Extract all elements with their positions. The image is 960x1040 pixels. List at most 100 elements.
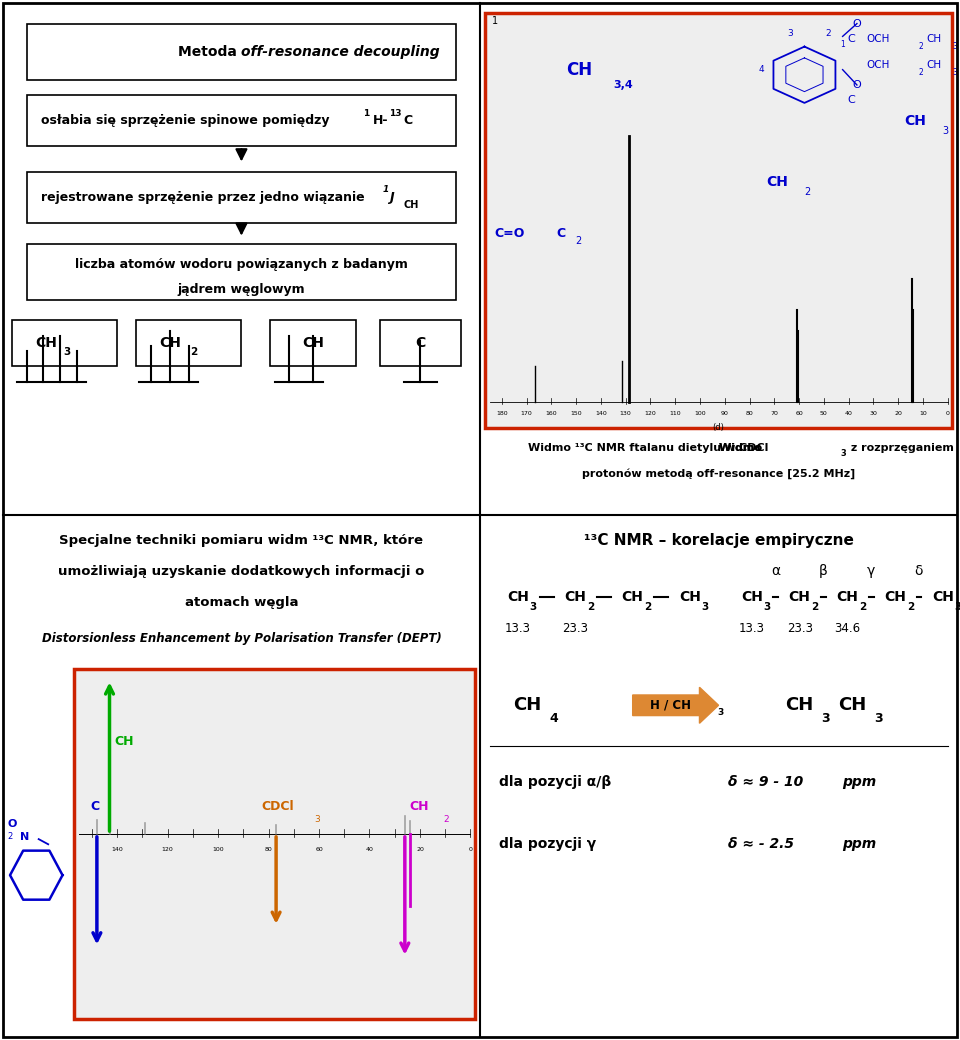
Text: 3: 3: [954, 602, 960, 613]
Text: N: N: [19, 832, 29, 841]
Text: CH: CH: [741, 590, 763, 604]
Text: 140: 140: [111, 847, 123, 852]
FancyBboxPatch shape: [485, 14, 952, 427]
Text: 2: 2: [8, 832, 12, 841]
Text: Specjalne techniki pomiaru widm ¹³C NMR, które: Specjalne techniki pomiaru widm ¹³C NMR,…: [60, 535, 423, 547]
Text: CH: CH: [838, 696, 866, 714]
FancyBboxPatch shape: [136, 320, 242, 366]
Text: (d): (d): [712, 422, 725, 432]
Text: O: O: [852, 80, 861, 90]
Text: 1: 1: [363, 108, 370, 118]
Text: 80: 80: [265, 847, 273, 852]
Text: 180: 180: [496, 412, 508, 416]
Text: 160: 160: [545, 412, 557, 416]
Text: H-: H-: [372, 114, 388, 127]
Text: CH: CH: [403, 201, 419, 210]
Text: 70: 70: [770, 412, 779, 416]
Text: OCH: OCH: [867, 34, 890, 44]
FancyBboxPatch shape: [27, 172, 456, 224]
Text: atomach węgla: atomach węgla: [184, 596, 299, 608]
Text: 1: 1: [382, 185, 389, 194]
Text: CH: CH: [904, 113, 926, 128]
Text: 2: 2: [443, 814, 448, 824]
Text: 3: 3: [943, 126, 948, 136]
Text: 130: 130: [620, 412, 632, 416]
Text: CH: CH: [926, 59, 941, 70]
Text: 150: 150: [570, 412, 582, 416]
Text: rejestrowane sprzężenie przez jedno wiązanie: rejestrowane sprzężenie przez jedno wiąz…: [41, 191, 369, 204]
Text: C: C: [416, 336, 425, 350]
Text: β: β: [819, 565, 828, 578]
Text: 30: 30: [870, 412, 877, 416]
Text: 100: 100: [212, 847, 224, 852]
Text: 110: 110: [669, 412, 681, 416]
Text: dla pozycji γ: dla pozycji γ: [499, 837, 596, 852]
Text: 3,4: 3,4: [613, 80, 634, 90]
Text: 80: 80: [746, 412, 754, 416]
Text: 120: 120: [161, 847, 174, 852]
FancyArrow shape: [633, 687, 718, 723]
Text: δ ≈ - 2.5: δ ≈ - 2.5: [728, 837, 799, 852]
Text: CH: CH: [836, 590, 858, 604]
Text: 90: 90: [721, 412, 729, 416]
Text: 3: 3: [314, 814, 320, 824]
Text: 20: 20: [894, 412, 902, 416]
Text: Metoda: Metoda: [178, 45, 242, 58]
Text: C: C: [403, 114, 413, 127]
Text: 40: 40: [845, 412, 852, 416]
Text: 2: 2: [644, 602, 652, 613]
Text: Widmo ¹³C NMR ftalanu dietylu w CDCl: Widmo ¹³C NMR ftalanu dietylu w CDCl: [528, 443, 768, 453]
Text: 3: 3: [763, 602, 771, 613]
Text: 120: 120: [644, 412, 657, 416]
Text: CH: CH: [622, 590, 643, 604]
Text: 2: 2: [919, 42, 924, 51]
Text: 40: 40: [366, 847, 373, 852]
Text: ppm: ppm: [843, 837, 876, 852]
Text: C: C: [557, 227, 565, 240]
Text: CH: CH: [564, 590, 587, 604]
Text: dla pozycji α/β: dla pozycji α/β: [499, 776, 612, 789]
Text: 1: 1: [492, 16, 498, 26]
Text: 3: 3: [63, 347, 71, 357]
Text: CH: CH: [679, 590, 701, 604]
FancyBboxPatch shape: [12, 320, 117, 366]
Text: 3: 3: [822, 711, 830, 725]
Text: α: α: [771, 565, 780, 578]
Text: O: O: [8, 818, 17, 829]
Text: 13: 13: [390, 108, 402, 118]
Text: CH: CH: [159, 336, 180, 350]
FancyBboxPatch shape: [27, 96, 456, 147]
Text: 3: 3: [875, 711, 882, 725]
Text: 3: 3: [702, 602, 708, 613]
Text: CH: CH: [785, 696, 814, 714]
Text: protonów metodą off-resonance [25.2 MHz]: protonów metodą off-resonance [25.2 MHz]: [582, 468, 855, 479]
Text: 23.3: 23.3: [563, 622, 588, 634]
Text: 4: 4: [549, 711, 559, 725]
Text: C: C: [848, 34, 855, 44]
Text: 60: 60: [315, 847, 323, 852]
Text: Distorsionless Enhancement by Polarisation Transfer (DEPT): Distorsionless Enhancement by Polarisati…: [41, 632, 442, 645]
FancyBboxPatch shape: [75, 670, 475, 1019]
Text: 2: 2: [826, 29, 831, 38]
Text: CH: CH: [932, 590, 953, 604]
FancyBboxPatch shape: [27, 24, 456, 80]
Text: CDCl: CDCl: [262, 801, 295, 813]
Text: 3: 3: [840, 449, 846, 458]
Text: CH: CH: [884, 590, 906, 604]
Text: 3: 3: [952, 68, 957, 77]
Text: H / CH: H / CH: [650, 699, 691, 711]
Text: C: C: [90, 801, 99, 813]
Text: umożliwiają uzyskanie dodatkowych informacji o: umożliwiają uzyskanie dodatkowych inform…: [59, 565, 424, 578]
Text: CH: CH: [926, 34, 941, 44]
Text: CH: CH: [507, 590, 529, 604]
Text: OCH: OCH: [867, 59, 890, 70]
Text: J: J: [390, 191, 394, 204]
Text: 10: 10: [919, 412, 926, 416]
Text: 3: 3: [952, 42, 957, 51]
Text: osłabia się sprzężenie spinowe pomiędzy: osłabia się sprzężenie spinowe pomiędzy: [41, 114, 334, 127]
Text: 2: 2: [919, 68, 924, 77]
Text: 50: 50: [820, 412, 828, 416]
Text: δ: δ: [915, 565, 924, 578]
Text: Widmo: Widmo: [718, 443, 765, 453]
Text: 20: 20: [416, 847, 424, 852]
